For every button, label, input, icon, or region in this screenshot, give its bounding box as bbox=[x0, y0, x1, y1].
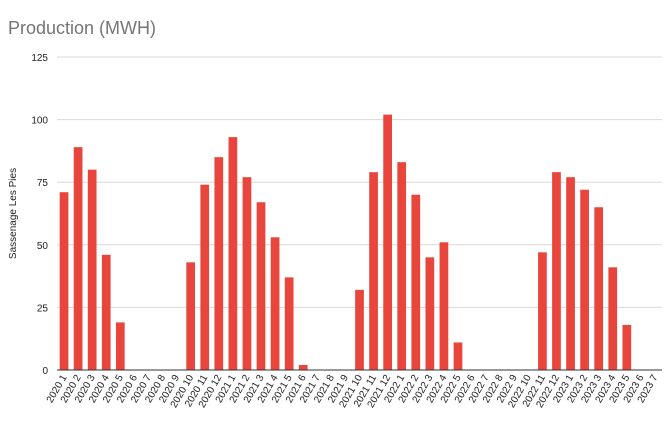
bar-2023-5 bbox=[622, 324, 632, 370]
chart-title: Production (MWH) bbox=[8, 18, 157, 38]
bar-2022-11 bbox=[538, 252, 547, 370]
bar-2021-5 bbox=[284, 277, 294, 370]
bar-2023-1 bbox=[566, 177, 575, 370]
bar-2021-2 bbox=[242, 177, 252, 370]
y-tick-label: 0 bbox=[42, 366, 48, 377]
bar-2020-3 bbox=[87, 169, 97, 370]
bar-2022-3 bbox=[425, 257, 435, 370]
bar-2020-1 bbox=[59, 192, 69, 370]
bar-2023-4 bbox=[608, 267, 618, 370]
bar-2020-11 bbox=[200, 184, 210, 370]
bar-2021-4 bbox=[270, 237, 280, 370]
y-tick-label: 50 bbox=[37, 241, 49, 252]
bar-2020-5 bbox=[115, 322, 125, 370]
bar-2023-2 bbox=[580, 189, 589, 370]
bar-2021-1 bbox=[228, 137, 238, 370]
bar-2022-12 bbox=[552, 172, 561, 370]
y-tick-label: 100 bbox=[31, 116, 48, 127]
y-tick-label: 25 bbox=[37, 303, 49, 314]
bar-2021-10 bbox=[355, 289, 364, 370]
bar-2021-11 bbox=[369, 172, 378, 370]
bar-2023-3 bbox=[594, 207, 604, 370]
bar-2022-2 bbox=[411, 194, 421, 370]
bar-2020-4 bbox=[101, 254, 111, 370]
gridlines bbox=[57, 56, 662, 308]
bar-2020-2 bbox=[73, 147, 83, 370]
bar-2021-12 bbox=[383, 114, 393, 370]
bar-2021-3 bbox=[256, 202, 266, 370]
bar-2022-5 bbox=[453, 342, 463, 370]
bar-2020-12 bbox=[214, 157, 224, 370]
y-tick-label: 75 bbox=[37, 178, 49, 189]
bar-2022-4 bbox=[439, 242, 449, 370]
bar-2020-10 bbox=[186, 262, 196, 370]
y-tick-label: 125 bbox=[31, 53, 48, 64]
bars bbox=[59, 114, 632, 370]
bar-2022-1 bbox=[397, 162, 407, 370]
y-axis-title: Sassenage Les Pies bbox=[8, 168, 19, 259]
bar-2021-6 bbox=[298, 364, 308, 370]
